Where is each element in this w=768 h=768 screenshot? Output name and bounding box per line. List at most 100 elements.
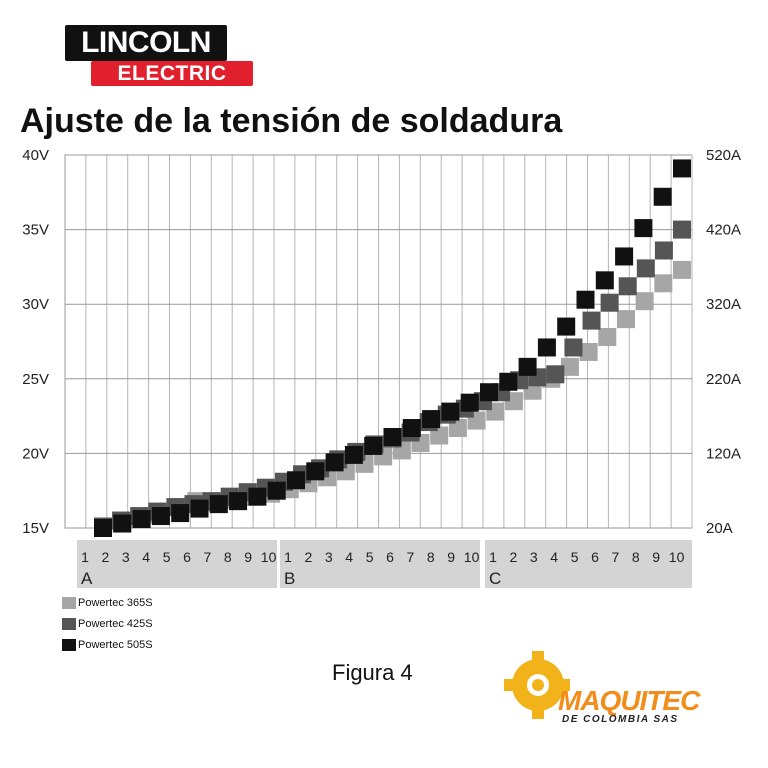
x-tick-label: 7: [612, 549, 620, 565]
logo-line1: LINCOLN: [65, 25, 227, 61]
x-group-band: [77, 540, 277, 588]
point-powertec-505s: [151, 507, 170, 526]
point-powertec-505s: [344, 445, 363, 464]
x-tick-label: 4: [345, 549, 353, 565]
point-powertec-505s: [576, 290, 595, 309]
x-tick-label: 2: [305, 549, 313, 565]
x-tick-label: 2: [510, 549, 518, 565]
x-tick-label: 4: [550, 549, 558, 565]
point-powertec-505s: [441, 402, 460, 421]
y-left-tick-label: 35V: [22, 222, 49, 239]
point-powertec-505s: [209, 495, 228, 514]
legend: Powertec 365S Powertec 425S Powertec 505S: [62, 592, 153, 655]
point-powertec-505s: [460, 393, 479, 412]
point-powertec-425s: [564, 338, 583, 357]
point-powertec-505s: [518, 357, 537, 376]
x-tick-label: 3: [325, 549, 333, 565]
gear-icon: [504, 651, 570, 719]
x-tick-label: 8: [224, 549, 232, 565]
x-tick-label: 7: [407, 549, 415, 565]
x-tick-label: 9: [447, 549, 455, 565]
legend-item: Powertec 365S: [62, 592, 153, 613]
chart-title: Ajuste de la tensión de soldadura: [20, 102, 563, 140]
point-powertec-505s: [557, 317, 576, 336]
x-tick-label: 8: [632, 549, 640, 565]
logo-line2: ELECTRIC: [91, 61, 253, 86]
point-powertec-425s: [582, 311, 601, 330]
point-powertec-505s: [422, 410, 441, 429]
y-right-tick-label: 20A: [706, 520, 733, 537]
x-tick-label: 6: [591, 549, 599, 565]
legend-item: Powertec 505S: [62, 634, 153, 655]
point-powertec-505s: [634, 219, 653, 238]
figure-caption: Figura 4: [332, 660, 413, 685]
legend-swatch: [62, 617, 76, 630]
point-powertec-365s: [635, 292, 654, 311]
point-powertec-505s: [132, 510, 151, 529]
watermark-name: MAQUITEC: [558, 685, 700, 716]
x-tick-label: 3: [122, 549, 130, 565]
point-powertec-425s: [546, 365, 565, 384]
point-powertec-505s: [94, 519, 112, 537]
point-powertec-505s: [113, 514, 132, 533]
point-powertec-505s: [480, 383, 498, 402]
x-tick-label: 10: [261, 549, 277, 565]
y-left-tick-label: 40V: [22, 147, 49, 164]
point-powertec-505s: [248, 487, 267, 506]
x-group-label: C: [489, 569, 501, 588]
legend-swatch: [62, 596, 76, 609]
x-group-label: A: [81, 569, 93, 588]
point-powertec-505s: [653, 187, 672, 206]
point-powertec-425s: [618, 277, 637, 296]
x-tick-label: 9: [652, 549, 660, 565]
x-tick-label: 7: [204, 549, 212, 565]
watermark-sub: DE COLOMBIA SAS: [562, 714, 679, 725]
point-powertec-505s: [673, 159, 691, 178]
x-tick-label: 9: [244, 549, 252, 565]
x-tick-label: 2: [102, 549, 110, 565]
y-right-tick-label: 120A: [706, 445, 741, 462]
point-powertec-505s: [364, 436, 383, 455]
point-powertec-505s: [402, 419, 421, 438]
point-powertec-425s: [600, 293, 619, 312]
axes: 15V 20V 25V 30V 35V 40V 20A 120A 220A 320A 420A 520…: [22, 147, 741, 588]
point-powertec-365s: [654, 274, 673, 293]
grid: [64, 154, 693, 529]
x-tick-label: 1: [284, 549, 292, 565]
maquitec-watermark: MAQUITEC DE COLOMBIA SAS: [500, 645, 730, 735]
x-group-band: [280, 540, 480, 588]
y-right-tick-label: 420A: [706, 222, 741, 239]
point-powertec-425s: [654, 241, 673, 260]
point-powertec-505s: [325, 453, 344, 472]
point-powertec-505s: [190, 499, 209, 518]
legend-label: Powertec 425S: [78, 617, 153, 630]
x-tick-label: 5: [571, 549, 579, 565]
x-group-band: [485, 540, 692, 588]
point-powertec-505s: [171, 504, 190, 523]
x-tick-label: 10: [464, 549, 480, 565]
point-powertec-365s: [579, 342, 598, 361]
point-powertec-365s: [598, 328, 617, 347]
point-powertec-505s: [306, 462, 325, 481]
legend-label: Powertec 365S: [78, 596, 153, 609]
y-right-tick-label: 220A: [706, 371, 741, 388]
x-tick-label: 5: [163, 549, 171, 565]
x-tick-label: 1: [81, 549, 89, 565]
y-left-tick-label: 20V: [22, 445, 49, 462]
point-powertec-505s: [383, 427, 402, 446]
point-powertec-505s: [267, 481, 286, 500]
x-tick-label: 6: [386, 549, 394, 565]
legend-swatch: [62, 638, 76, 651]
point-powertec-505s: [595, 271, 614, 290]
legend-label: Powertec 505S: [78, 638, 153, 651]
y-right-tick-label: 520A: [706, 147, 741, 164]
x-tick-label: 1: [489, 549, 497, 565]
x-tick-label: 3: [530, 549, 538, 565]
x-group-label: B: [284, 569, 295, 588]
y-left-tick-label: 25V: [22, 371, 49, 388]
point-powertec-425s: [673, 220, 691, 239]
x-tick-label: 6: [183, 549, 191, 565]
point-powertec-505s: [615, 247, 634, 266]
y-left-tick-label: 30V: [22, 296, 49, 313]
